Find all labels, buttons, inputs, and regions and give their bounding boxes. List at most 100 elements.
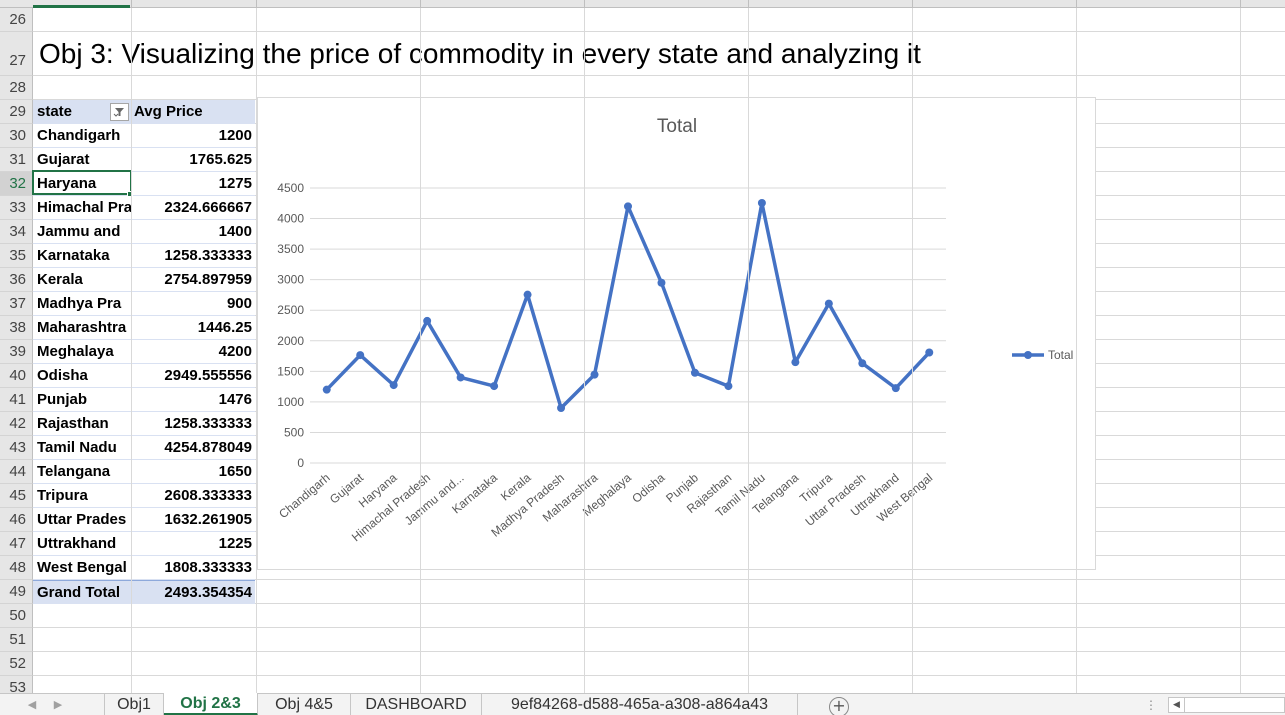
pivot-state-cell[interactable]: Punjab	[37, 391, 88, 408]
pivot-state-cell[interactable]: Tripura	[37, 487, 88, 504]
pivot-price-cell[interactable]: 1200	[218, 127, 252, 144]
column-header-separator[interactable]	[748, 0, 749, 8]
line-chart[interactable]: Total 0 500 1000 1500 2000 2500 3000 3500 4000 450…	[257, 97, 1096, 570]
row-cells[interactable]	[33, 8, 1285, 32]
row-number-header[interactable]: 43	[0, 436, 33, 460]
row-number-header[interactable]: 31	[0, 148, 33, 172]
pivot-state-cell[interactable]: Gujarat	[37, 151, 90, 168]
pivot-price-cell[interactable]: 1400	[218, 223, 252, 240]
pivot-state-cell[interactable]: West Bengal	[37, 559, 127, 576]
horizontal-scrollbar[interactable]: ◀	[1168, 697, 1285, 713]
row-number-header[interactable]: 41	[0, 388, 33, 412]
row-cells[interactable]	[33, 580, 1285, 604]
page-title[interactable]: Obj 3: Visualizing the price of commodit…	[39, 38, 921, 69]
column-header-separator[interactable]	[131, 0, 132, 8]
row-number-header[interactable]: 26	[0, 8, 33, 32]
pivot-state-cell[interactable]: Kerala	[37, 271, 83, 288]
row-cells[interactable]	[33, 604, 1285, 628]
pivot-state-cell[interactable]: Karnataka	[37, 247, 110, 264]
column-header-separator[interactable]	[1076, 0, 1077, 8]
row-number-header[interactable]: 52	[0, 652, 33, 676]
row-number-header[interactable]: 49	[0, 580, 33, 604]
pivot-price-cell[interactable]: 900	[226, 295, 252, 312]
row-number-header[interactable]: 28	[0, 76, 33, 100]
pivot-state-cell[interactable]: Maharashtra	[37, 319, 127, 336]
pivot-price-cell[interactable]: 1650	[218, 463, 252, 480]
pivot-price-cell[interactable]: 2949.555556	[164, 367, 252, 384]
tab-scroll-right-button[interactable]: ▶	[53, 698, 63, 711]
pivot-state-cell[interactable]: Odisha	[37, 367, 88, 384]
row-number-header[interactable]: 51	[0, 628, 33, 652]
column-header-separator[interactable]	[256, 0, 257, 8]
row-number-header[interactable]: 36	[0, 268, 33, 292]
column-header-separator[interactable]	[912, 0, 913, 8]
pivot-price-cell[interactable]: 2608.333333	[164, 487, 252, 504]
row-number-header[interactable]: 29	[0, 100, 33, 124]
pivot-price-cell[interactable]: 4200	[218, 343, 252, 360]
row-cells[interactable]	[33, 652, 1285, 676]
tab-obj-2-3[interactable]: Obj 2&3	[164, 693, 258, 715]
tab-dashboard[interactable]: DASHBOARD	[351, 694, 482, 715]
row-cells[interactable]	[33, 628, 1285, 652]
row-number-header[interactable]: 37	[0, 292, 33, 316]
pivot-price-cell[interactable]: 4254.878049	[164, 439, 252, 456]
pivot-state-cell[interactable]: Madhya Pra	[37, 295, 122, 312]
row-number-header[interactable]: 38	[0, 316, 33, 340]
pivot-price-cell[interactable]: 1446.25	[197, 319, 252, 336]
row-number-header[interactable]: 50	[0, 604, 33, 628]
row-number-header[interactable]: 48	[0, 556, 33, 580]
add-sheet-button[interactable]: +	[829, 697, 849, 715]
pivot-state-cell[interactable]: Telangana	[37, 463, 111, 480]
scroll-left-arrow-icon[interactable]: ◀	[1169, 698, 1185, 712]
row-number-header[interactable]: 45	[0, 484, 33, 508]
fill-handle[interactable]	[127, 191, 133, 197]
pivot-state-cell[interactable]: Meghalaya	[37, 343, 114, 360]
pivot-state-cell[interactable]: Chandigarh	[37, 127, 121, 144]
tab-obj-4-5[interactable]: Obj 4&5	[258, 694, 351, 715]
filter-dropdown-icon[interactable]	[110, 103, 129, 121]
pivot-grand-total-label[interactable]: Grand Total	[33, 580, 131, 604]
row-number-header[interactable]: 47	[0, 532, 33, 556]
row-number-header[interactable]: 46	[0, 508, 33, 532]
pivot-price-cell[interactable]: 1225	[218, 535, 252, 552]
pivot-price-cell[interactable]: 1632.261905	[164, 511, 252, 528]
pivot-grand-total-value[interactable]: 2493.354354	[131, 580, 255, 604]
pivot-price-cell[interactable]: 1258.333333	[164, 247, 252, 264]
row-number-header[interactable]: 53	[0, 676, 33, 693]
row-cells[interactable]	[33, 32, 1285, 76]
worksheet-grid[interactable]: 26 27 28 29 30 31 32 33 34 35 36 37 38 39 40 41 42 43 44 45…	[0, 0, 1285, 693]
row-number-header[interactable]: 32	[0, 172, 33, 196]
row-number-header[interactable]: 34	[0, 220, 33, 244]
column-header-separator[interactable]	[1240, 0, 1241, 8]
column-header-separator[interactable]	[420, 0, 421, 8]
tab-scroll-left-button[interactable]: ◀	[27, 698, 37, 711]
column-header-bar[interactable]	[0, 0, 1285, 8]
pivot-price-cell[interactable]: 1476	[218, 391, 252, 408]
pivot-price-cell[interactable]: 1258.333333	[164, 415, 252, 432]
pivot-price-cell[interactable]: 2324.666667	[164, 199, 252, 216]
pivot-state-cell[interactable]: Uttrakhand	[37, 535, 117, 552]
tab-obj1[interactable]: Obj1	[105, 694, 164, 715]
pivot-state-cell[interactable]: Jammu and	[37, 223, 121, 240]
splitter-dots-icon[interactable]: ⋮	[1145, 698, 1157, 712]
pivot-price-cell[interactable]: 1275	[218, 175, 252, 192]
tab-guid-sheet[interactable]: 9ef84268-d588-465a-a308-a864a43	[482, 694, 798, 715]
pivot-price-cell[interactable]: 1765.625	[189, 151, 252, 168]
row-cells[interactable]	[33, 556, 1285, 580]
pivot-price-cell[interactable]: 1808.333333	[164, 559, 252, 576]
column-header-separator[interactable]	[584, 0, 585, 8]
row-cells[interactable]	[33, 676, 1285, 693]
row-number-header[interactable]: 40	[0, 364, 33, 388]
row-number-header[interactable]: 39	[0, 340, 33, 364]
row-number-header[interactable]: 30	[0, 124, 33, 148]
row-number-header[interactable]: 35	[0, 244, 33, 268]
row-number-header[interactable]: 44	[0, 460, 33, 484]
pivot-state-cell[interactable]: Uttar Prades	[37, 511, 127, 528]
row-number-header[interactable]: 27	[0, 32, 33, 76]
pivot-header-avg-price[interactable]: Avg Price	[131, 100, 255, 124]
pivot-state-cell[interactable]: Rajasthan	[37, 415, 109, 432]
pivot-price-cell[interactable]: 2754.897959	[164, 271, 252, 288]
pivot-state-cell[interactable]: Haryana	[37, 175, 97, 192]
pivot-state-cell[interactable]: Himachal Pra	[37, 199, 131, 216]
pivot-state-cell[interactable]: Tamil Nadu	[37, 439, 117, 456]
